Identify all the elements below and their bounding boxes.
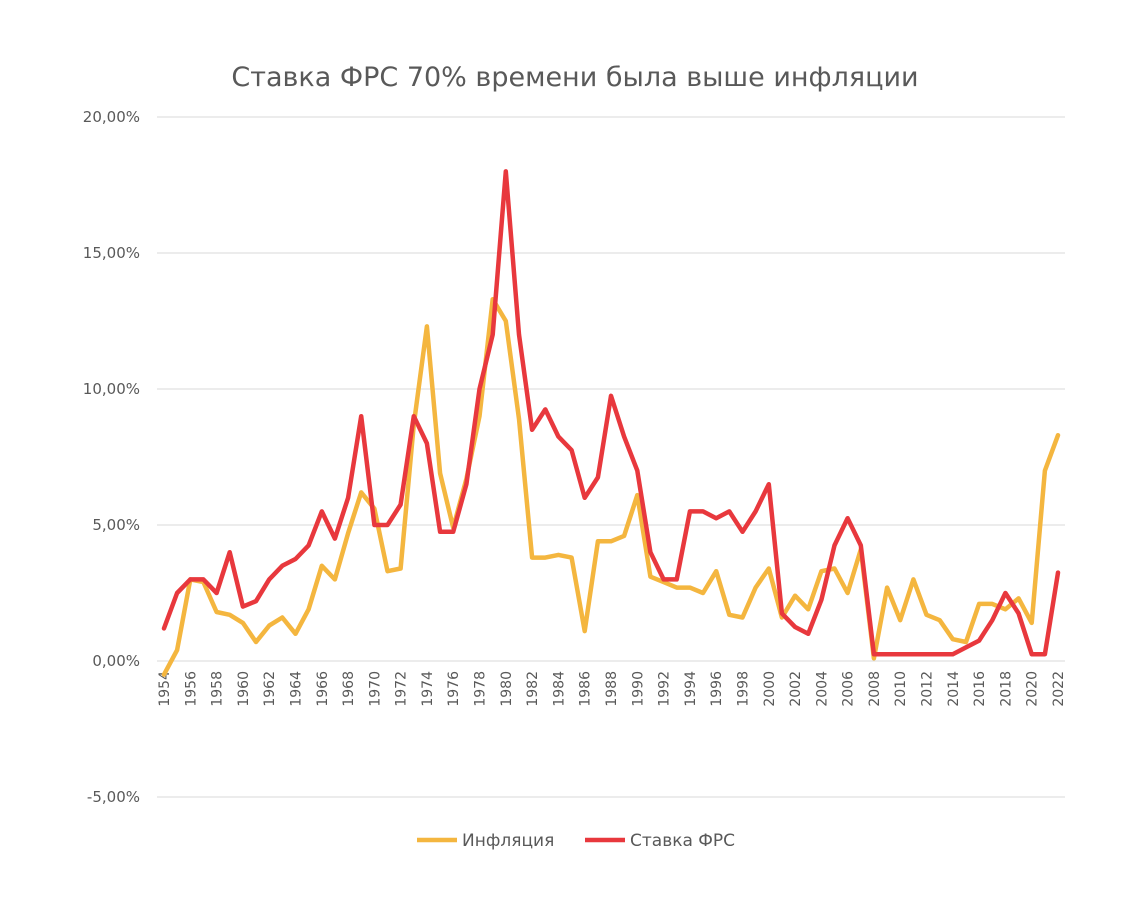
y-tick-label: 20,00% bbox=[83, 108, 140, 126]
x-tick-label: 2002 bbox=[788, 671, 804, 707]
y-tick-label: 5,00% bbox=[92, 516, 140, 534]
y-tick-label: 15,00% bbox=[83, 244, 140, 262]
x-tick-label: 1954 bbox=[157, 671, 173, 707]
x-tick-label: 1970 bbox=[367, 671, 383, 707]
x-axis-tick-labels: 1954 1956 1958 1960 1962 1964 1966 1968 1970 1972… bbox=[157, 671, 1067, 707]
x-tick-label: 2000 bbox=[762, 671, 778, 707]
x-tick-label: 2016 bbox=[972, 671, 988, 707]
legend-label: Ставка ФРС bbox=[630, 831, 735, 851]
x-tick-label: 1956 bbox=[183, 671, 199, 707]
legend-label: Инфляция bbox=[462, 831, 554, 851]
series-line bbox=[161, 169, 1061, 657]
x-tick-label: 1982 bbox=[525, 671, 541, 707]
x-tick-label: 1968 bbox=[341, 671, 357, 707]
x-tick-label: 1962 bbox=[262, 671, 278, 707]
x-tick-label: 1998 bbox=[735, 671, 751, 707]
x-tick-label: 1984 bbox=[551, 671, 567, 707]
series-lines bbox=[161, 169, 1061, 677]
x-tick-label: 1966 bbox=[315, 671, 331, 707]
x-tick-label: 1996 bbox=[709, 671, 725, 707]
x-tick-label: 1960 bbox=[236, 671, 252, 707]
x-tick-label: 2008 bbox=[867, 671, 883, 707]
x-tick-label: 1974 bbox=[420, 671, 436, 707]
x-tick-label: 1980 bbox=[499, 671, 515, 707]
x-tick-label: 1992 bbox=[657, 671, 673, 707]
x-tick-label: 1964 bbox=[288, 671, 304, 707]
x-tick-label: 1990 bbox=[630, 671, 646, 707]
y-axis-tick-labels: -5,00% 0,00% 5,00% 10,00% 15,00% 20,00% bbox=[83, 108, 140, 806]
x-tick-label: 2004 bbox=[814, 671, 830, 707]
x-tick-label: 2018 bbox=[998, 671, 1014, 707]
x-tick-label: 1976 bbox=[446, 671, 462, 707]
x-tick-label: 2022 bbox=[1051, 671, 1067, 707]
x-tick-label: 1978 bbox=[473, 671, 489, 707]
y-tick-label: 0,00% bbox=[92, 652, 140, 670]
chart-title: Ставка ФРС 70% времени была выше инфляци… bbox=[231, 62, 918, 93]
x-tick-label: 1972 bbox=[394, 671, 410, 707]
gridlines bbox=[157, 116, 1065, 798]
x-tick-label: 1988 bbox=[604, 671, 620, 707]
y-tick-label: -5,00% bbox=[87, 788, 140, 806]
x-tick-label: 2014 bbox=[946, 671, 962, 707]
x-tick-label: 1958 bbox=[210, 671, 226, 707]
legend: Инфляция Ставка ФРС bbox=[417, 831, 735, 851]
x-tick-label: 2010 bbox=[893, 671, 909, 707]
x-tick-label: 1994 bbox=[683, 671, 699, 707]
y-tick-label: 10,00% bbox=[83, 380, 140, 398]
x-tick-label: 1986 bbox=[578, 671, 594, 707]
x-tick-label: 2006 bbox=[841, 671, 857, 707]
x-tick-label: 2012 bbox=[920, 671, 936, 707]
x-tick-label: 2020 bbox=[1025, 671, 1041, 707]
series-line bbox=[161, 296, 1061, 677]
